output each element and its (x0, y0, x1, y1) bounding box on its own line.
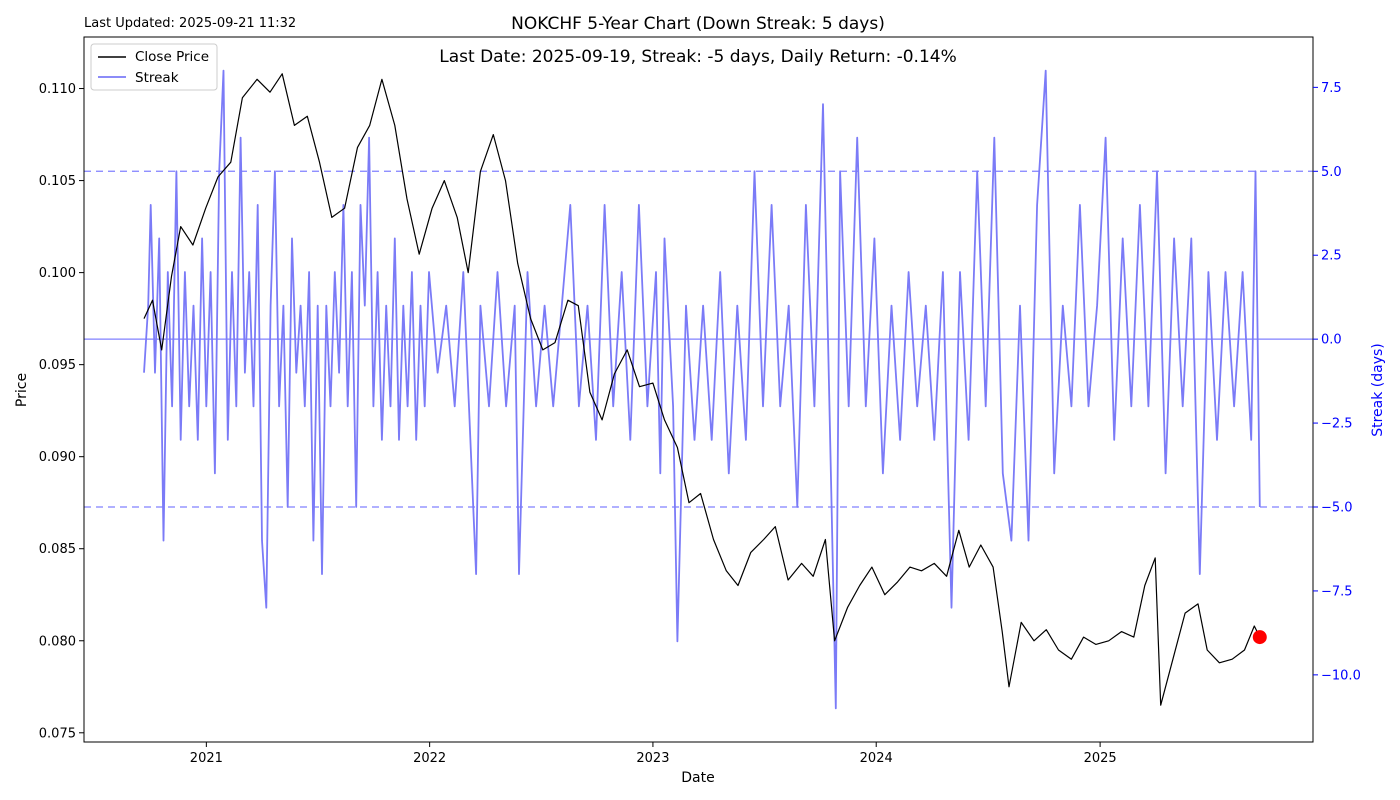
x-tick-label: 2022 (413, 751, 446, 766)
legend-price-label: Close Price (135, 49, 209, 65)
y-axis-left: 0.075 0.080 0.085 0.090 0.095 0.100 0.105 0.110 (39, 82, 84, 741)
x-tick-label: 2023 (636, 751, 669, 766)
streak-series-layer (143, 69, 1261, 710)
last-updated-label: Last Updated: 2025-09-21 11:32 (84, 16, 296, 31)
x-tick-label: 2025 (1084, 751, 1117, 766)
y-tick-label: 0.100 (39, 266, 76, 281)
x-tick-label: 2021 (190, 751, 223, 766)
plot-frame (83, 36, 1314, 743)
y2-tick-label: −5.0 (1321, 501, 1353, 516)
streak-line (143, 69, 1261, 710)
y-axis-right: −10.0 −7.5 −5.0 −2.5 0.0 2.5 5.0 7.5 (1313, 81, 1361, 683)
y-tick-label: 0.095 (39, 358, 76, 373)
legend: Close Price Streak (90, 43, 218, 91)
y-tick-label: 0.110 (39, 82, 76, 97)
y-tick-label: 0.105 (39, 174, 76, 189)
y2-tick-label: −10.0 (1321, 668, 1361, 683)
y2-tick-label: 5.0 (1321, 165, 1342, 180)
x-axis: 2021 2022 2023 2024 2025 (190, 742, 1117, 766)
chart-annotation: Last Date: 2025-09-19, Streak: -5 days, … (439, 47, 957, 67)
y-tick-label: 0.090 (39, 450, 76, 465)
last-point-layer (1252, 630, 1267, 645)
y-axis-label: Price (14, 373, 30, 407)
price-series-layer (143, 73, 1261, 706)
legend-box (90, 43, 218, 91)
close-price-line (143, 73, 1261, 706)
y2-tick-label: 0.0 (1321, 333, 1342, 348)
y-tick-label: 0.080 (39, 634, 76, 649)
y2-axis-label: Streak (days) (1370, 343, 1386, 437)
y2-tick-label: −2.5 (1321, 417, 1353, 432)
x-tick-label: 2024 (860, 751, 893, 766)
legend-streak-label: Streak (135, 70, 179, 86)
y2-tick-label: 7.5 (1321, 81, 1342, 96)
reference-lines (84, 170, 1313, 508)
chart-title: NOKCHF 5-Year Chart (Down Streak: 5 days… (511, 14, 885, 34)
last-point-marker (1252, 630, 1267, 645)
x-axis-label: Date (681, 770, 714, 786)
y-tick-label: 0.075 (39, 726, 76, 741)
y-tick-label: 0.085 (39, 542, 76, 557)
y2-tick-label: −7.5 (1321, 584, 1353, 599)
y2-tick-label: 2.5 (1321, 249, 1342, 264)
